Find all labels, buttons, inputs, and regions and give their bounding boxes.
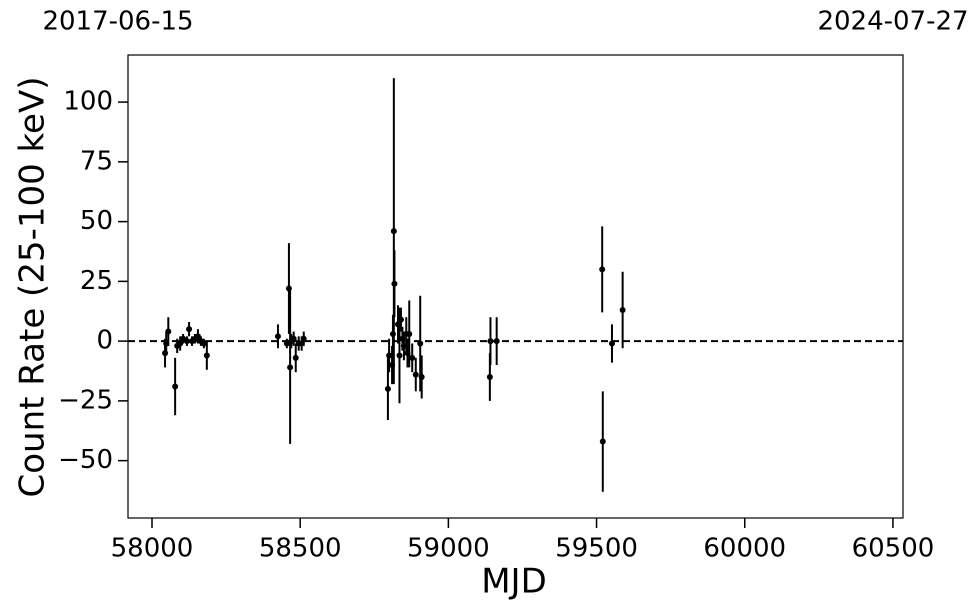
data-point <box>287 364 294 371</box>
data-point <box>396 352 403 359</box>
data-point <box>486 373 493 380</box>
data-point <box>285 285 292 292</box>
data-point <box>172 383 179 390</box>
data-point <box>200 340 207 347</box>
x-tick-label: 60000 <box>703 534 786 564</box>
data-point <box>487 338 494 345</box>
x-tick-label: 60500 <box>852 534 935 564</box>
data-point <box>283 340 290 347</box>
data-point <box>493 338 500 345</box>
y-tick-label: 25 <box>80 266 113 296</box>
data-point <box>290 335 297 342</box>
date-end-label: 2024-07-27 <box>817 7 968 37</box>
date-start-label: 2017-06-15 <box>42 7 193 37</box>
y-tick-label: 0 <box>96 326 113 356</box>
data-point <box>386 352 393 359</box>
x-tick-label: 58500 <box>259 534 342 564</box>
plot-frame <box>127 54 904 519</box>
x-axis-label: MJD <box>481 562 547 602</box>
y-tick-label: 50 <box>80 206 113 236</box>
y-tick-label: 75 <box>80 146 113 176</box>
data-point <box>194 333 201 340</box>
data-point <box>300 335 307 342</box>
data-point <box>599 438 606 445</box>
x-tick-label: 58000 <box>111 534 194 564</box>
data-point <box>391 280 398 287</box>
data-point <box>599 266 606 273</box>
data-point <box>418 373 425 380</box>
data-point <box>384 385 391 392</box>
data-point <box>292 354 299 361</box>
data-point <box>412 371 419 378</box>
data-point <box>390 228 397 235</box>
data-point <box>177 340 184 347</box>
data-point <box>274 333 281 340</box>
data-point <box>409 354 416 361</box>
data-point <box>406 330 413 337</box>
x-tick-label: 59000 <box>407 534 490 564</box>
data-point <box>608 340 615 347</box>
data-point <box>203 352 210 359</box>
y-axis-label: Count Rate (25-100 keV) <box>13 77 53 498</box>
x-tick-label: 59500 <box>555 534 638 564</box>
data-point <box>417 340 424 347</box>
y-tick-label: −50 <box>58 445 113 475</box>
data-point <box>397 316 404 323</box>
y-tick-label: 100 <box>63 87 113 117</box>
y-tick-label: −25 <box>58 385 113 415</box>
data-point <box>165 328 172 335</box>
data-point <box>619 307 626 314</box>
data-point <box>186 326 193 333</box>
data-point <box>183 338 190 345</box>
